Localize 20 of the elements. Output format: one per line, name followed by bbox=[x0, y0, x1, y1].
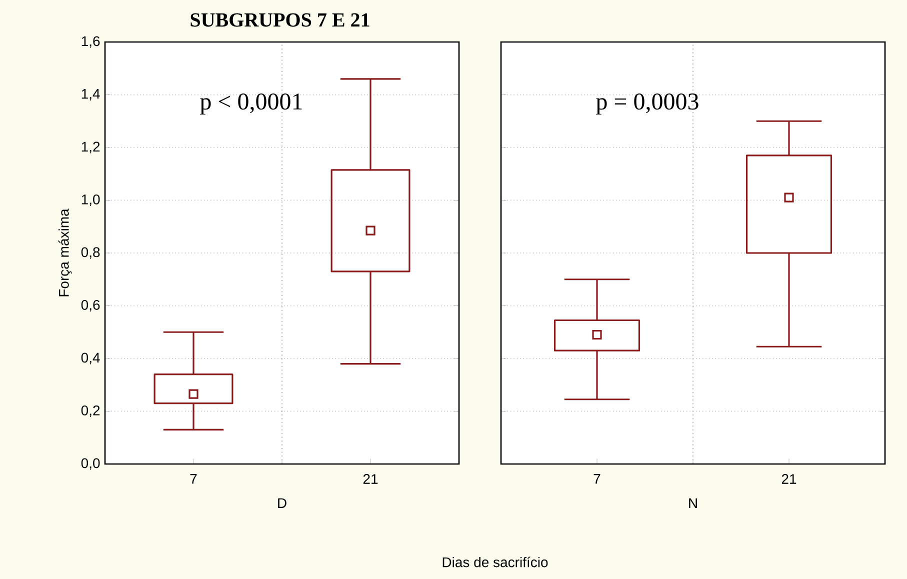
x-axis-title: N bbox=[689, 498, 697, 508]
y-tick-label: 0,0 bbox=[81, 458, 100, 470]
y-tick-label: 0,8 bbox=[81, 247, 100, 259]
annotation: p < 0,0001 bbox=[200, 93, 302, 115]
x-tick-label: 7 bbox=[190, 474, 197, 484]
annotation: p = 0,0003 bbox=[596, 93, 698, 115]
y-tick-label: 0,2 bbox=[81, 405, 100, 418]
y-tick-label: 0,6 bbox=[81, 300, 100, 312]
y-axis-title: Força máxima bbox=[58, 208, 72, 296]
x-tick-label: 7 bbox=[594, 474, 600, 484]
y-tick-label: 1,2 bbox=[82, 142, 100, 154]
x-tick-label: 21 bbox=[782, 474, 796, 484]
y-tick-label: 0,4 bbox=[81, 352, 100, 364]
y-tick-label: 1,6 bbox=[82, 36, 100, 48]
y-tick-label: 1,0 bbox=[82, 194, 100, 206]
chart-title: SUBGRUPOS 7 E 21 bbox=[190, 13, 370, 27]
y-tick-label: 1,4 bbox=[82, 89, 100, 100]
text: Dias de sacrifício bbox=[442, 556, 548, 568]
x-tick-label: 21 bbox=[363, 474, 378, 484]
x-axis-title: D bbox=[278, 498, 286, 508]
